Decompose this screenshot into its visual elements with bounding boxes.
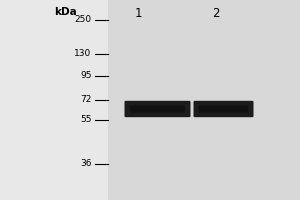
FancyBboxPatch shape [108,0,300,200]
Text: kDa: kDa [54,7,76,17]
Text: 55: 55 [80,116,92,124]
FancyBboxPatch shape [130,105,185,113]
Text: 250: 250 [74,16,92,24]
FancyBboxPatch shape [124,101,190,117]
Text: 1: 1 [134,7,142,20]
FancyBboxPatch shape [194,101,254,117]
FancyBboxPatch shape [199,105,248,113]
Text: 36: 36 [80,160,92,168]
Text: 95: 95 [80,72,92,80]
FancyBboxPatch shape [0,0,108,200]
Text: 2: 2 [212,7,220,20]
Text: 130: 130 [74,49,92,58]
Text: 72: 72 [80,96,92,104]
